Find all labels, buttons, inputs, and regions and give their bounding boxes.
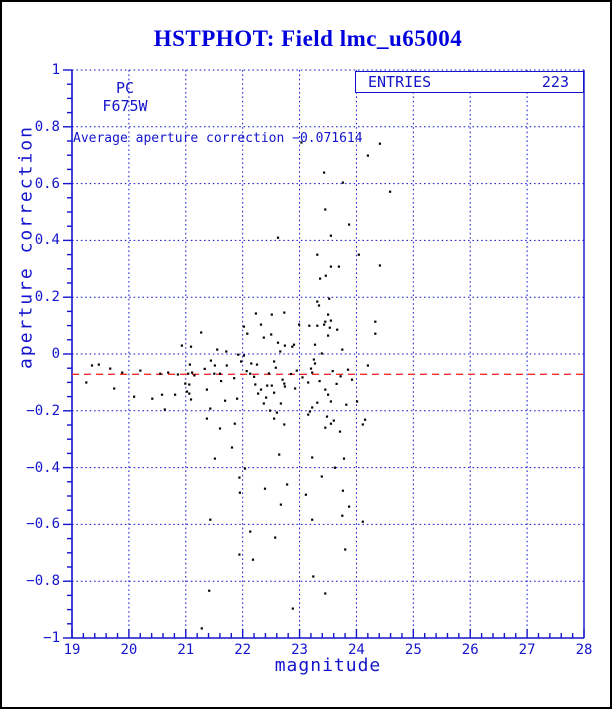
y-tick-label: −1	[43, 630, 60, 646]
x-tick-label: 21	[177, 642, 195, 658]
x-tick-label: 24	[348, 642, 365, 658]
x-tick-label: 22	[234, 642, 252, 658]
camera-label: PC	[115, 79, 135, 97]
y-tick-label: 0	[51, 346, 60, 362]
x-tick-label: 23	[291, 642, 308, 658]
y-tick-label: 0.4	[34, 232, 60, 249]
scatter-points	[85, 141, 392, 630]
x-tick-label: 20	[120, 642, 138, 658]
average-correction-annotation: Average aperture correction −0.071614	[73, 131, 363, 146]
page-title: HSTPHOT: Field lmc_u65004	[153, 26, 463, 51]
x-tick-label: 25	[404, 642, 422, 658]
y-tick-label: −0.2	[26, 402, 60, 419]
x-tick-label: 19	[63, 642, 81, 658]
x-axis-title: magnitude	[274, 655, 382, 676]
y-tick-label: 1	[51, 62, 60, 78]
y-tick-label: −0.6	[26, 516, 60, 533]
y-tick-label: 0.2	[34, 289, 60, 306]
y-tick-label: 0.8	[34, 118, 60, 135]
y-tick-label: 0.6	[34, 175, 60, 192]
y-tick-label: −0.4	[26, 459, 60, 476]
x-tick-label: 27	[518, 642, 536, 658]
entries-value: 223	[541, 73, 569, 91]
entries-stat-box: ENTRIES 223	[355, 71, 584, 93]
filter-label: F675W	[102, 97, 148, 115]
x-tick-label: 26	[461, 642, 479, 658]
x-tick-label: 28	[575, 642, 593, 658]
entries-label: ENTRIES	[368, 73, 432, 91]
y-tick-label: −0.8	[26, 573, 60, 590]
